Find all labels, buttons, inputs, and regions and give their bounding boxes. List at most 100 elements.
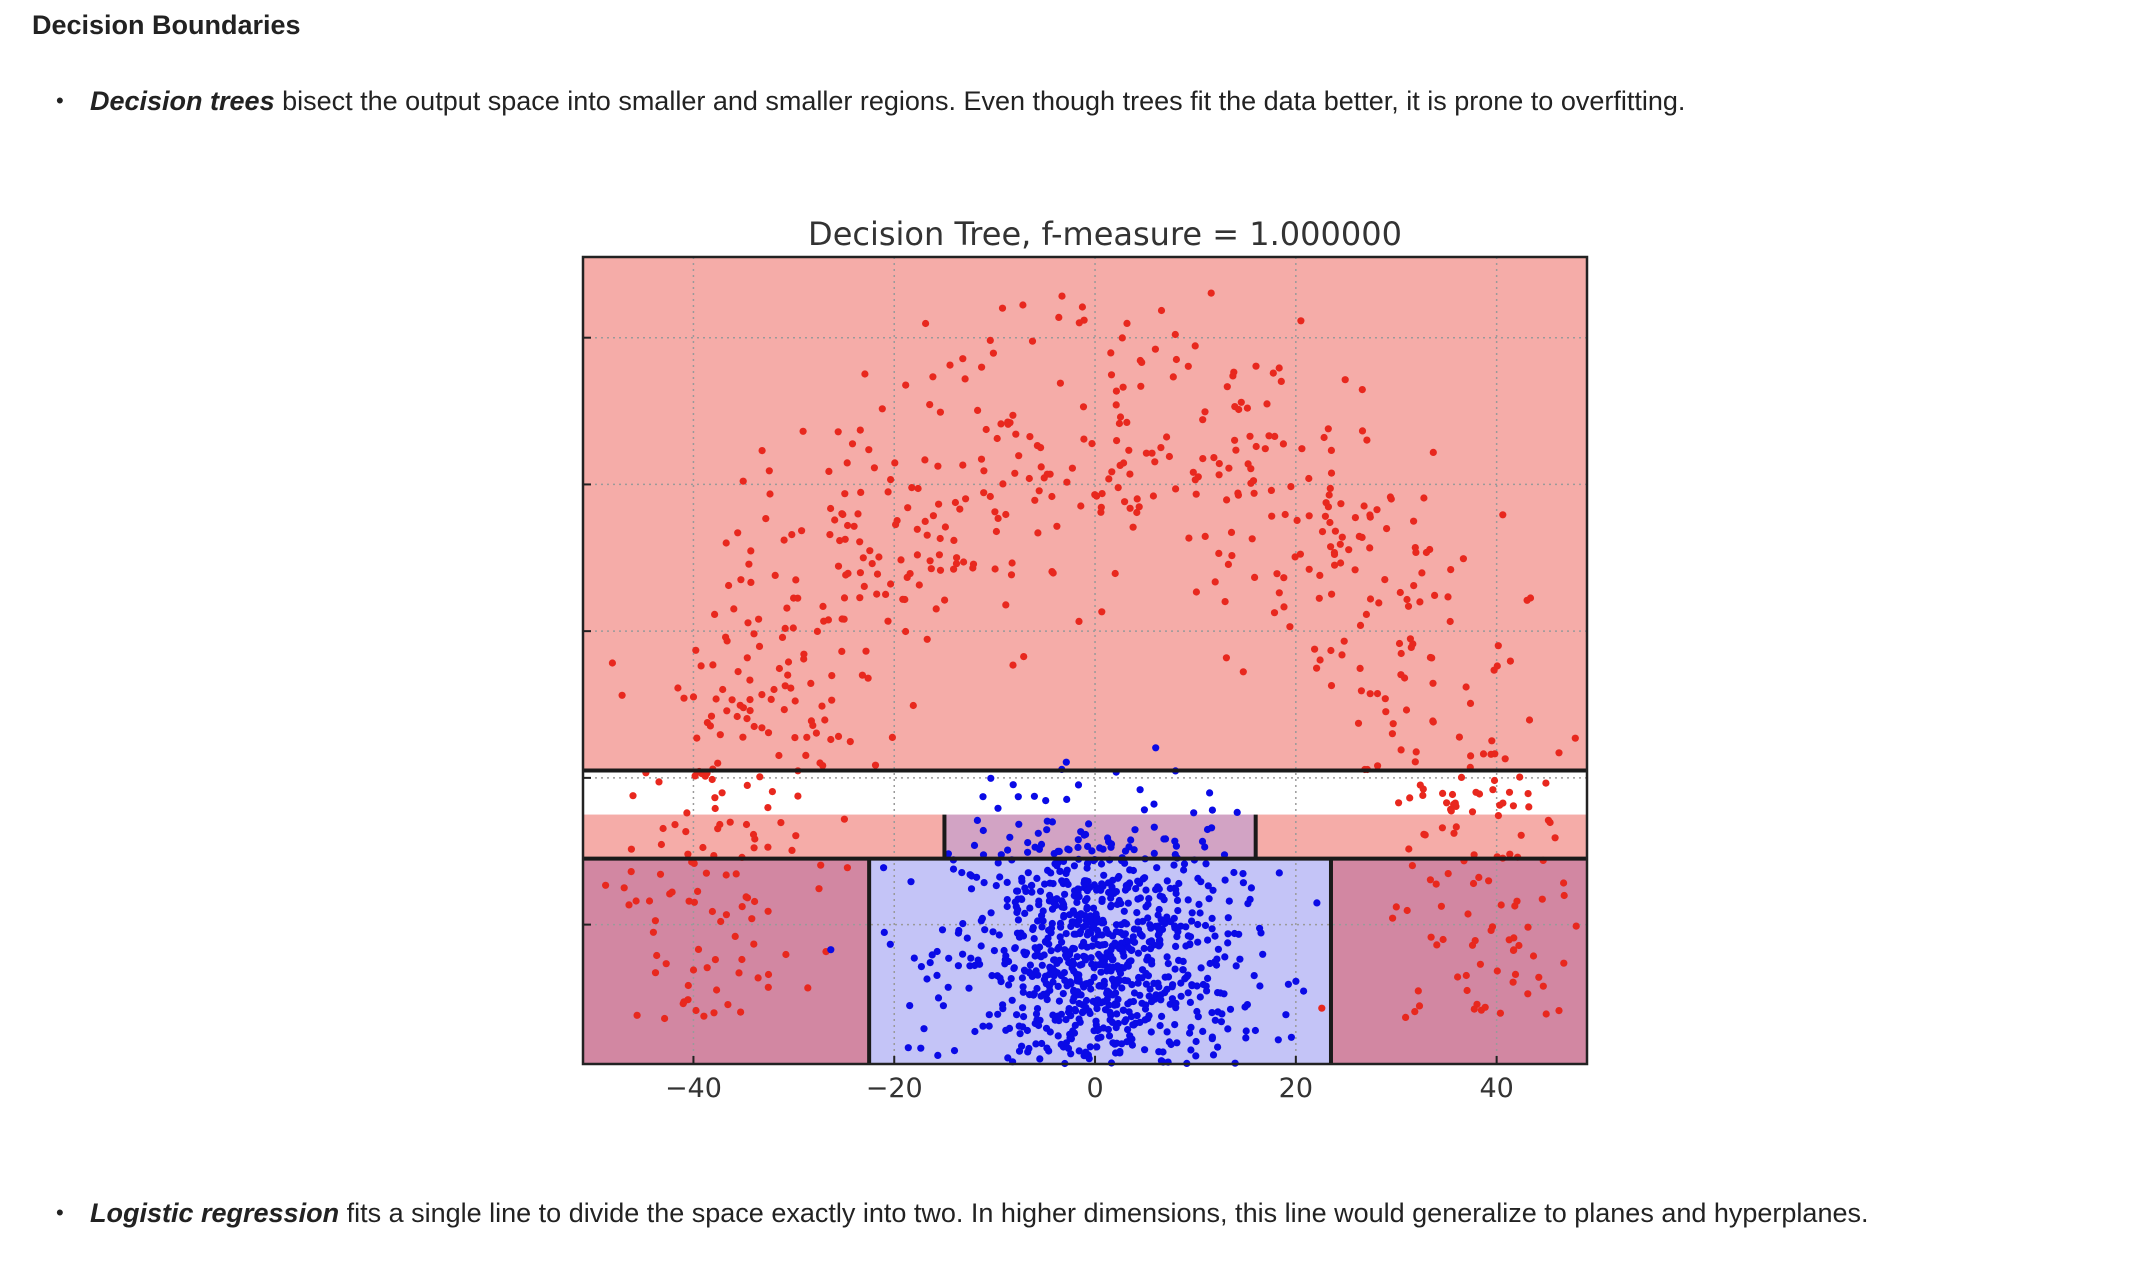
red-data-point bbox=[754, 974, 762, 982]
red-data-point bbox=[1015, 452, 1023, 460]
red-data-point bbox=[1419, 785, 1427, 793]
red-data-point bbox=[1028, 337, 1037, 345]
blue-data-point bbox=[1171, 851, 1179, 859]
red-data-point bbox=[809, 721, 817, 730]
red-data-point bbox=[1408, 862, 1416, 870]
red-data-point bbox=[1157, 444, 1165, 452]
red-data-point bbox=[1433, 941, 1441, 949]
blue-data-point bbox=[1034, 917, 1042, 925]
red-data-point bbox=[682, 828, 690, 836]
red-data-point bbox=[815, 885, 823, 893]
blue-data-point bbox=[1155, 929, 1163, 937]
red-data-point bbox=[1157, 306, 1166, 315]
blue-data-point bbox=[1104, 929, 1112, 938]
red-data-point bbox=[1149, 492, 1157, 500]
blue-data-point bbox=[1040, 976, 1048, 984]
red-data-point bbox=[991, 565, 999, 573]
decision-region-red bbox=[583, 814, 945, 859]
blue-data-point bbox=[1082, 980, 1090, 988]
red-data-point bbox=[893, 517, 901, 525]
red-data-point bbox=[1235, 405, 1243, 414]
red-data-point bbox=[921, 456, 929, 464]
red-data-point bbox=[1444, 593, 1452, 601]
blue-data-point bbox=[1259, 950, 1267, 958]
blue-data-point bbox=[1041, 880, 1049, 888]
red-data-point bbox=[1415, 1002, 1424, 1010]
red-data-point bbox=[1524, 790, 1532, 798]
blue-data-point bbox=[979, 1022, 987, 1030]
red-data-point bbox=[1481, 1003, 1489, 1011]
blue-data-point bbox=[880, 864, 888, 872]
axes-layer: −40 −20 0 20 40 bbox=[581, 255, 1589, 1104]
blue-data-point bbox=[934, 994, 943, 1002]
red-data-point bbox=[1327, 543, 1335, 551]
blue-data-point bbox=[1033, 984, 1041, 993]
red-data-point bbox=[1389, 914, 1397, 922]
red-data-point bbox=[819, 762, 827, 770]
blue-data-point bbox=[1025, 991, 1034, 999]
red-data-point bbox=[781, 624, 789, 632]
blue-data-point bbox=[926, 959, 934, 967]
red-data-point bbox=[709, 661, 717, 669]
blue-data-point bbox=[1004, 1054, 1012, 1062]
red-data-point bbox=[656, 870, 665, 878]
red-data-point bbox=[775, 751, 783, 760]
blue-data-point bbox=[1107, 840, 1116, 848]
region-layer bbox=[583, 257, 1587, 1064]
red-data-point bbox=[1345, 546, 1353, 554]
blue-data-point bbox=[1093, 914, 1101, 922]
red-data-point bbox=[827, 735, 835, 744]
red-data-point bbox=[1366, 544, 1374, 552]
blue-data-point bbox=[1179, 966, 1187, 974]
blue-data-point bbox=[1057, 1040, 1065, 1048]
red-data-point bbox=[1392, 903, 1400, 911]
red-data-point bbox=[1373, 690, 1382, 698]
blue-data-point bbox=[1078, 1009, 1087, 1017]
red-data-point bbox=[1551, 834, 1559, 842]
blue-data-point bbox=[1036, 887, 1045, 895]
red-data-point bbox=[745, 560, 753, 568]
blue-data-point bbox=[1186, 1029, 1194, 1037]
red-data-point bbox=[750, 722, 758, 731]
blue-data-point bbox=[1195, 900, 1203, 909]
blue-data-point bbox=[1233, 808, 1241, 817]
red-data-point bbox=[1469, 879, 1478, 888]
red-data-point bbox=[1439, 935, 1447, 944]
red-data-point bbox=[1091, 491, 1099, 499]
red-data-point bbox=[1252, 362, 1260, 370]
blue-data-point bbox=[1292, 977, 1300, 985]
blue-data-point bbox=[1018, 874, 1026, 883]
blue-data-point bbox=[1209, 1051, 1218, 1059]
red-data-point bbox=[1412, 748, 1420, 756]
red-data-point bbox=[871, 761, 880, 769]
red-data-point bbox=[1327, 682, 1336, 690]
red-data-point bbox=[858, 671, 866, 679]
blue-data-point bbox=[1201, 843, 1209, 851]
red-data-point bbox=[651, 969, 660, 977]
red-data-point bbox=[716, 820, 724, 829]
red-data-point bbox=[1184, 362, 1192, 370]
red-data-point bbox=[870, 464, 878, 472]
red-data-point bbox=[1211, 578, 1219, 586]
blue-data-point bbox=[981, 926, 989, 934]
red-data-point bbox=[766, 490, 774, 498]
blue-data-point bbox=[1158, 1012, 1166, 1021]
red-data-point bbox=[1505, 788, 1514, 796]
blue-data-point bbox=[1201, 921, 1210, 930]
blue-data-point bbox=[1049, 880, 1057, 888]
blue-data-point bbox=[1142, 886, 1150, 894]
blue-data-point bbox=[1055, 997, 1063, 1005]
red-data-point bbox=[1509, 946, 1518, 955]
blue-data-point bbox=[1048, 905, 1057, 913]
red-data-point bbox=[770, 685, 778, 694]
blue-data-point bbox=[1186, 941, 1194, 949]
blue-data-point bbox=[1192, 1037, 1200, 1046]
blue-data-point bbox=[906, 1002, 914, 1010]
red-data-point bbox=[1004, 420, 1012, 428]
red-data-point bbox=[1298, 445, 1306, 453]
red-data-point bbox=[756, 773, 764, 781]
blue-data-point bbox=[1062, 877, 1070, 886]
red-data-point bbox=[1199, 416, 1207, 424]
blue-data-point bbox=[1043, 826, 1051, 834]
blue-data-point bbox=[1083, 903, 1091, 912]
